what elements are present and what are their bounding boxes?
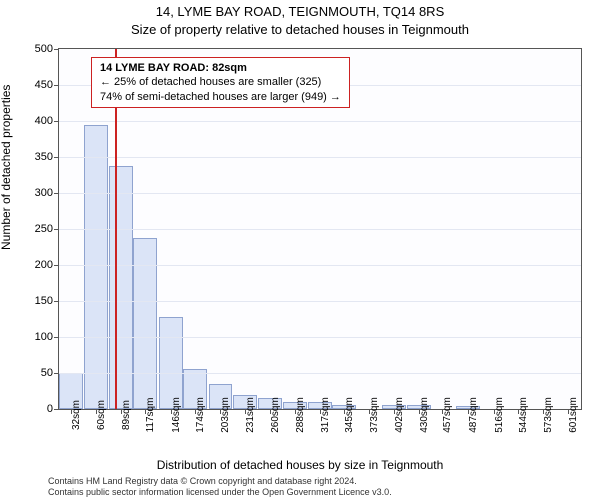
xtick-label: 146sqm: [171, 397, 182, 433]
ytick-label: 150: [35, 295, 53, 307]
xtick-label: 203sqm: [220, 397, 231, 433]
xtick-label: 345sqm: [344, 397, 355, 433]
ytick-mark: [54, 337, 59, 338]
info-box-line1: 14 LYME BAY ROAD: 82sqm: [100, 61, 341, 75]
credits-line2: Contains public sector information licen…: [48, 487, 392, 498]
ytick-mark: [54, 157, 59, 158]
ytick-label: 50: [41, 367, 53, 379]
gridline: [59, 193, 581, 194]
gridline: [59, 157, 581, 158]
ytick-label: 200: [35, 259, 53, 271]
gridline: [59, 373, 581, 374]
xtick-label: 317sqm: [320, 397, 331, 433]
chart-subtitle: Size of property relative to detached ho…: [0, 22, 600, 37]
ytick-mark: [54, 265, 59, 266]
bar: [84, 125, 108, 409]
xtick-label: 373sqm: [369, 397, 380, 433]
xtick-label: 487sqm: [468, 397, 479, 433]
info-box-line3: 74% of semi-detached houses are larger (…: [100, 90, 341, 104]
ytick-mark: [54, 121, 59, 122]
ytick-label: 450: [35, 79, 53, 91]
ytick-label: 0: [47, 403, 53, 415]
ytick-label: 100: [35, 331, 53, 343]
xtick-label: 573sqm: [543, 397, 554, 433]
gridline: [59, 265, 581, 266]
ytick-label: 300: [35, 187, 53, 199]
chart-container: { "title": "14, LYME BAY ROAD, TEIGNMOUT…: [0, 0, 600, 500]
ytick-label: 400: [35, 115, 53, 127]
ytick-mark: [54, 49, 59, 50]
xtick-label: 32sqm: [71, 400, 82, 430]
y-axis-label: Number of detached properties: [0, 85, 13, 250]
gridline: [59, 301, 581, 302]
ytick-mark: [54, 301, 59, 302]
ytick-mark: [54, 373, 59, 374]
xtick-label: 89sqm: [121, 400, 132, 430]
xtick-label: 544sqm: [518, 397, 529, 433]
xtick-label: 601sqm: [568, 397, 579, 433]
ytick-mark: [54, 193, 59, 194]
xtick-label: 430sqm: [419, 397, 430, 433]
info-box-line2: ← 25% of detached houses are smaller (32…: [100, 75, 341, 89]
xtick-label: 457sqm: [442, 397, 453, 433]
xtick-label: 174sqm: [195, 397, 206, 433]
bar: [133, 238, 157, 409]
ytick-label: 350: [35, 151, 53, 163]
xtick-label: 402sqm: [394, 397, 405, 433]
xtick-label: 516sqm: [494, 397, 505, 433]
chart-title: 14, LYME BAY ROAD, TEIGNMOUTH, TQ14 8RS: [0, 4, 600, 19]
bar: [159, 317, 183, 409]
credits: Contains HM Land Registry data © Crown c…: [48, 476, 392, 499]
ytick-mark: [54, 409, 59, 410]
ytick-label: 500: [35, 43, 53, 55]
xtick-label: 260sqm: [270, 397, 281, 433]
xtick-label: 288sqm: [295, 397, 306, 433]
ytick-label: 250: [35, 223, 53, 235]
x-axis-label: Distribution of detached houses by size …: [0, 458, 600, 472]
gridline: [59, 337, 581, 338]
credits-line1: Contains HM Land Registry data © Crown c…: [48, 476, 392, 487]
xtick-label: 231sqm: [245, 397, 256, 433]
xtick-label: 60sqm: [96, 400, 107, 430]
plot-area: 14 LYME BAY ROAD: 82sqm ← 25% of detache…: [58, 48, 582, 410]
gridline: [59, 229, 581, 230]
info-box: 14 LYME BAY ROAD: 82sqm ← 25% of detache…: [91, 57, 350, 108]
ytick-mark: [54, 85, 59, 86]
ytick-mark: [54, 229, 59, 230]
xtick-label: 117sqm: [145, 398, 156, 433]
gridline: [59, 121, 581, 122]
